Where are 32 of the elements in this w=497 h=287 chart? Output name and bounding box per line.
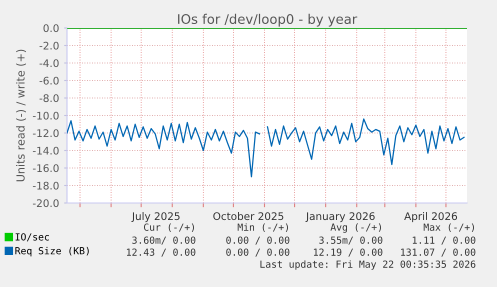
text: Max (-/+) — [424, 223, 474, 232]
y-tick-label: -14.0 — [32, 146, 59, 155]
text: 0.00 / 0.00 — [226, 248, 290, 257]
y-tick-label: -2.0 — [40, 42, 59, 50]
text: 3.55m/ 0.00 — [319, 236, 382, 245]
x-tick-label: July 2025 — [131, 212, 180, 222]
text: 131.07 / 0.00 — [401, 248, 476, 257]
y-tick-label: -12.0 — [32, 129, 59, 138]
y-tick-label: -20.0 — [32, 199, 59, 208]
text: Min (-/+) — [238, 223, 288, 232]
y-tick-label: -10.0 — [32, 112, 59, 120]
y-axis-title: Units read (-) / write (+) — [16, 50, 26, 182]
y-tick-label: -4.0 — [40, 59, 59, 68]
x-tick-label: January 2026 — [305, 212, 375, 222]
text: 0.00 / 0.00 — [226, 236, 290, 245]
text: 3.60m/ 0.00 — [132, 236, 196, 245]
y-tick-label: -6.0 — [40, 76, 59, 85]
y-tick-label: -18.0 — [32, 182, 59, 190]
y-tick-label: -8.0 — [40, 94, 59, 102]
chart-title: IOs for /dev/loop0 - by year — [178, 14, 358, 27]
text: Avg (-/+) — [330, 223, 381, 233]
y-tick-label: 0.0 — [43, 24, 59, 32]
x-tick-label: October 2025 — [213, 212, 284, 220]
text: Cur (-/+) — [144, 223, 194, 232]
text: Last update: Fri May 22 00:35:35 2026 — [260, 260, 476, 270]
text: 1.11 / 0.00 — [412, 236, 476, 245]
x-tick-label: April 2026 — [404, 212, 458, 222]
text: 12.19 / 0.00 — [314, 248, 382, 257]
text: 12.43 / 0.00 — [126, 248, 196, 257]
y-tick-label: -16.0 — [32, 164, 59, 172]
legend-label: IO/sec — [16, 233, 49, 242]
legend-label: Req Size (KB) — [15, 246, 89, 256]
